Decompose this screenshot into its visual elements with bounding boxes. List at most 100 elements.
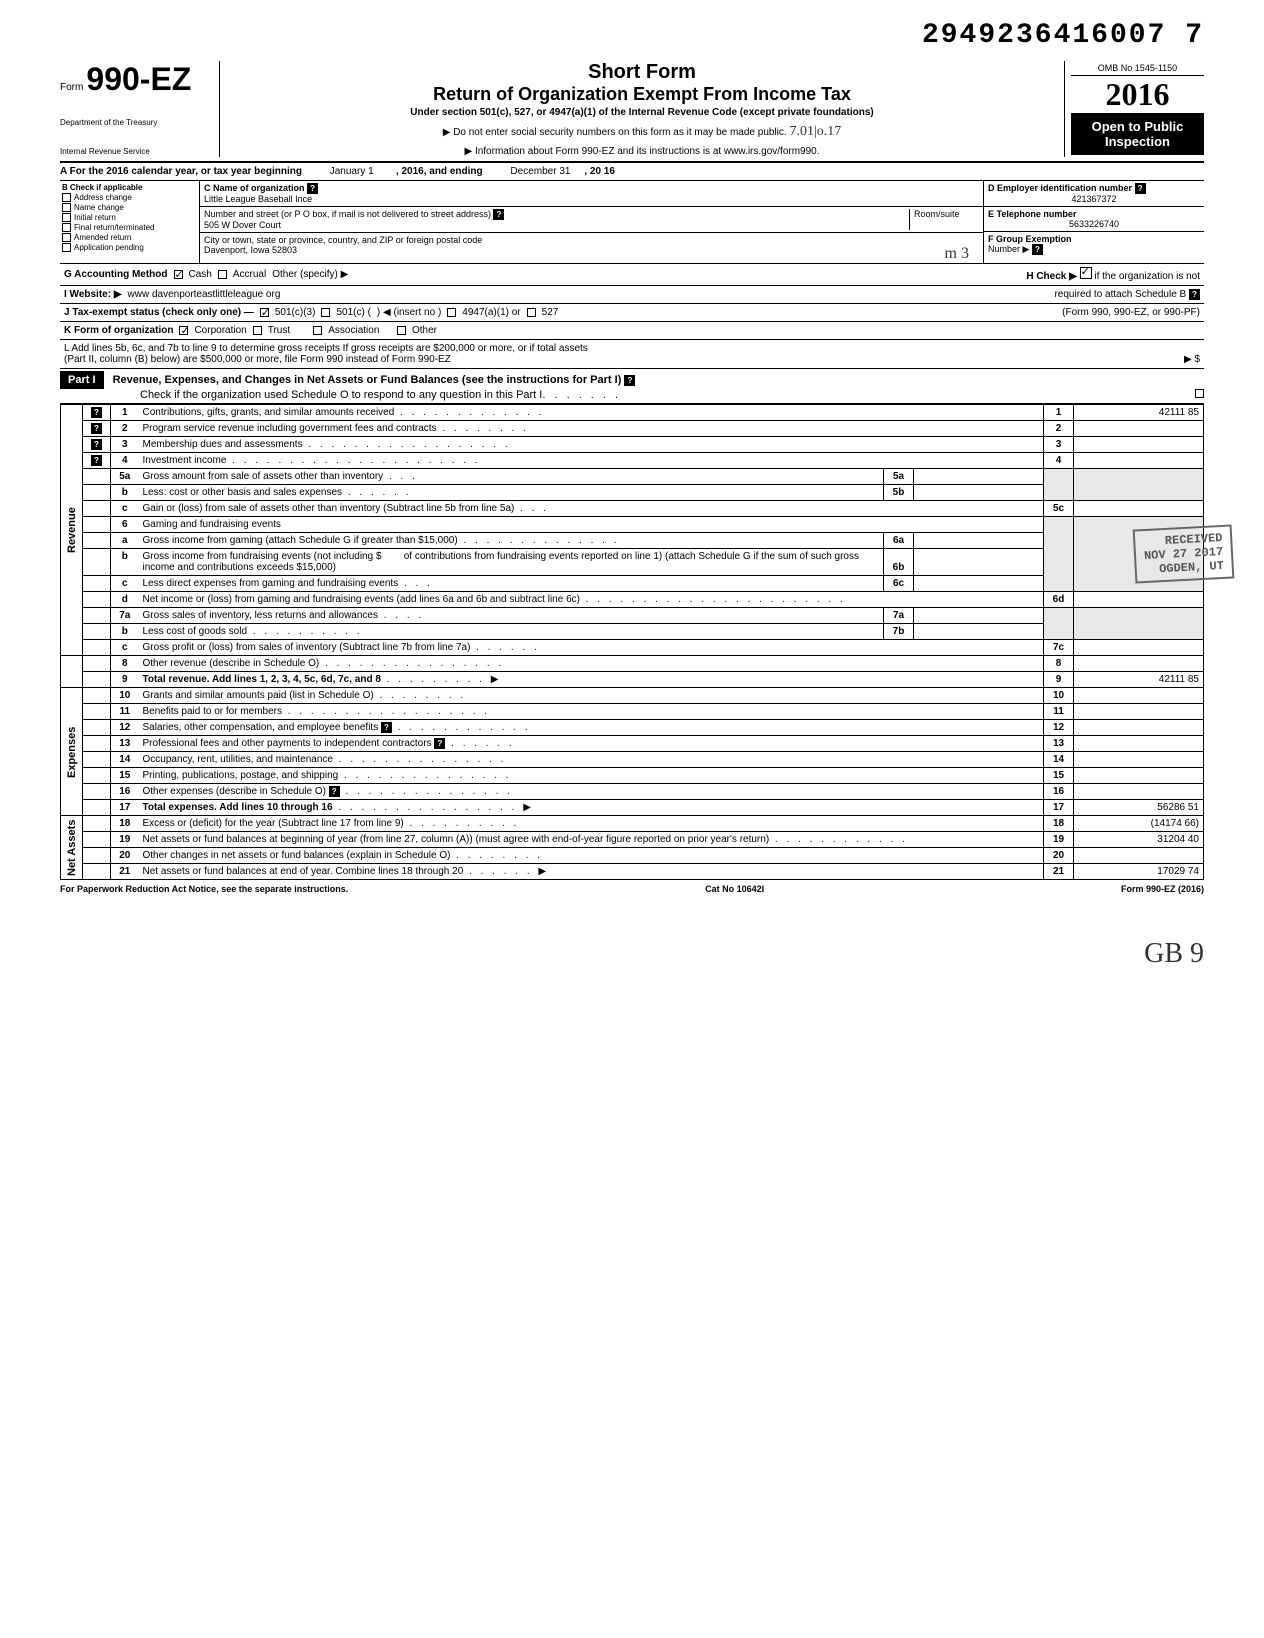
help-icon[interactable]: ?	[1135, 183, 1146, 194]
ln: 6	[111, 517, 139, 533]
line-7b: b Less cost of goods sold . . . . . . . …	[61, 624, 1204, 640]
chk-corp[interactable]	[179, 326, 188, 335]
group-ex-num: Number ▶	[988, 244, 1029, 254]
help-icon[interactable]: ?	[624, 375, 635, 386]
opt-final: Final return/terminated	[74, 223, 154, 232]
help-icon[interactable]: ?	[381, 722, 392, 733]
part-1-check-text: Check if the organization used Schedule …	[140, 389, 542, 401]
chk-accrual[interactable]	[218, 270, 227, 279]
lt: Benefits paid to or for members	[143, 706, 283, 717]
chk-final-return[interactable]: Final return/terminated	[62, 223, 197, 232]
lb: 7c	[1044, 640, 1074, 656]
website-value: www davenporteastlittleleague org	[128, 289, 281, 300]
form-prefix: Form	[60, 82, 83, 93]
lb: 8	[1044, 656, 1074, 672]
help-icon[interactable]: ?	[91, 407, 102, 418]
ln: a	[111, 533, 139, 549]
chk-cash[interactable]	[174, 270, 183, 279]
chk-pending[interactable]: Application pending	[62, 243, 197, 252]
lb: 5a	[884, 469, 914, 485]
help-icon[interactable]: ?	[91, 455, 102, 466]
lb: 10	[1044, 688, 1074, 704]
ln: c	[111, 576, 139, 592]
footer-mid: Cat No 10642I	[705, 884, 764, 894]
help-icon[interactable]: ?	[1032, 244, 1043, 255]
lb: 6b	[884, 549, 914, 576]
ln: 20	[111, 848, 139, 864]
accrual-label: Accrual	[233, 269, 266, 280]
section-a-yr: , 20 16	[584, 166, 615, 177]
ln: 17	[111, 800, 139, 816]
lb: 15	[1044, 768, 1074, 784]
ein-label: D Employer identification number	[988, 183, 1132, 193]
chk-address-change[interactable]: Address change	[62, 193, 197, 202]
row-l: L Add lines 5b, 6c, and 7b to line 9 to …	[60, 340, 1204, 369]
lt: Excess or (deficit) for the year (Subtra…	[143, 818, 404, 829]
year-cell: OMB No 1545-1150 2016 Open to Public Ins…	[1064, 61, 1204, 157]
chk-4947[interactable]	[447, 308, 456, 317]
opt-trust: Trust	[268, 325, 290, 336]
lt: Membership dues and assessments	[143, 439, 303, 450]
ln: 19	[111, 832, 139, 848]
ln: c	[111, 640, 139, 656]
line-6: 6 Gaming and fundraising events RECEIVED…	[61, 517, 1204, 533]
line-9: 9 Total revenue. Add lines 1, 2, 3, 4, 5…	[61, 672, 1204, 688]
section-a-row: A For the 2016 calendar year, or tax yea…	[60, 163, 1204, 181]
help-icon[interactable]: ?	[307, 183, 318, 194]
period-end: December 31	[510, 166, 570, 177]
line-11: 11 Benefits paid to or for members . . .…	[61, 704, 1204, 720]
help-icon[interactable]: ?	[329, 786, 340, 797]
chk-501c[interactable]	[321, 308, 330, 317]
ln: 14	[111, 752, 139, 768]
ln: 1	[111, 405, 139, 421]
lb: 17	[1044, 800, 1074, 816]
help-icon[interactable]: ?	[434, 738, 445, 749]
lb: 21	[1044, 864, 1074, 880]
chk-initial-return[interactable]: Initial return	[62, 213, 197, 222]
handwritten-m3: m 3	[945, 245, 969, 263]
lt: Less: cost or other basis and sales expe…	[143, 487, 343, 498]
chk-527[interactable]	[527, 308, 536, 317]
row-g: G Accounting Method Cash Accrual Other (…	[60, 264, 1204, 286]
chk-amended[interactable]: Amended return	[62, 233, 197, 242]
chk-schedule-b[interactable]	[1080, 267, 1092, 279]
street: 505 W Dover Court	[204, 220, 281, 230]
lb: 5c	[1044, 501, 1074, 517]
help-icon[interactable]: ?	[91, 423, 102, 434]
lt: Gain or (loss) from sale of assets other…	[143, 503, 515, 514]
chk-schedule-o[interactable]	[1195, 389, 1204, 398]
lb: 4	[1044, 453, 1074, 469]
chk-assoc[interactable]	[313, 326, 322, 335]
lt: Gross profit or (loss) from sales of inv…	[143, 642, 471, 653]
lv	[1074, 453, 1204, 469]
line-2: ? 2 Program service revenue including go…	[61, 421, 1204, 437]
lb: 7b	[884, 624, 914, 640]
lt: Professional fees and other payments to …	[143, 738, 432, 749]
arrow: ▶	[523, 802, 531, 813]
handwritten-initials: GB 9	[1144, 938, 1204, 969]
opt-other: Other	[412, 325, 437, 336]
opt-pending: Application pending	[74, 243, 144, 252]
help-icon[interactable]: ?	[91, 439, 102, 450]
l-text1: L Add lines 5b, 6c, and 7b to line 9 to …	[64, 343, 1200, 354]
org-name: Little League Baseball Ince	[204, 194, 312, 204]
line-16: 16 Other expenses (describe in Schedule …	[61, 784, 1204, 800]
name-label: C Name of organization	[204, 183, 305, 193]
chk-name-change[interactable]: Name change	[62, 203, 197, 212]
main-title: Return of Organization Exempt From Incom…	[230, 84, 1054, 105]
lt: Investment income	[143, 455, 227, 466]
form-number-cell: Form 990-EZ Department of the Treasury I…	[60, 61, 220, 157]
chk-other[interactable]	[397, 326, 406, 335]
line-12: 12 Salaries, other compensation, and emp…	[61, 720, 1204, 736]
ln: 15	[111, 768, 139, 784]
help-icon[interactable]: ?	[493, 209, 504, 220]
street-label: Number and street (or P O box, if mail i…	[204, 209, 491, 219]
line-4: ? 4 Investment income . . . . . . . . . …	[61, 453, 1204, 469]
line-6b: b Gross income from fundraising events (…	[61, 549, 1204, 576]
chk-501c3[interactable]	[260, 308, 269, 317]
l-arrow: ▶ $	[1184, 354, 1200, 365]
line-14: 14 Occupancy, rent, utilities, and maint…	[61, 752, 1204, 768]
chk-trust[interactable]	[253, 326, 262, 335]
ln: 10	[111, 688, 139, 704]
help-icon[interactable]: ?	[1189, 289, 1200, 300]
